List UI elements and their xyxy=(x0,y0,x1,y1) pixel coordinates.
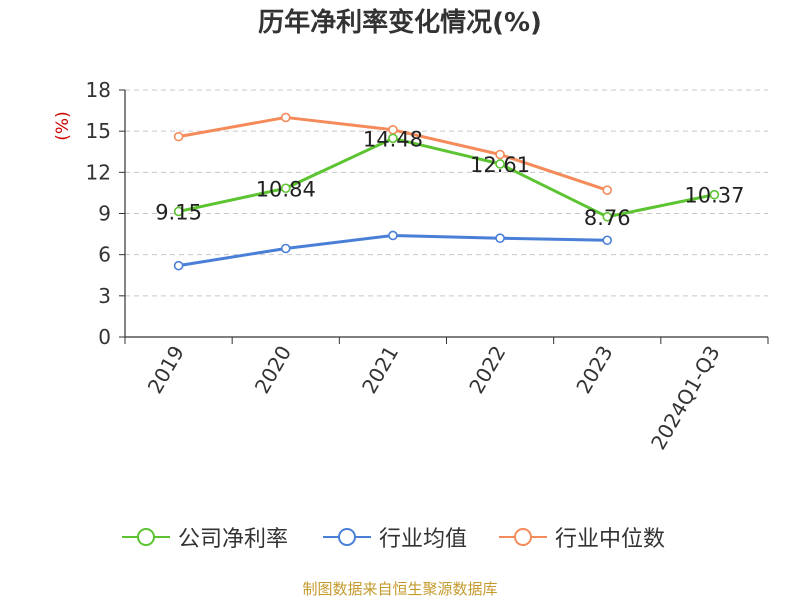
data-point xyxy=(602,185,613,195)
data-point xyxy=(602,211,613,222)
legend-label: 公司净利率 xyxy=(178,527,289,552)
data-labels: 9.15 10.84 14.48 12.61 8.76 10.37 xyxy=(155,127,744,229)
legend-label: 行业均值 xyxy=(379,527,468,552)
data-point xyxy=(173,260,184,271)
data-label: 10.37 xyxy=(684,184,744,208)
data-point xyxy=(280,243,291,254)
data-point xyxy=(280,183,291,194)
legend-item-industry-average[interactable]: 行业均值 xyxy=(323,519,467,555)
data-label: 8.76 xyxy=(584,206,631,230)
legend-item-industry-median[interactable]: 行业中位数 xyxy=(499,519,665,555)
series-layer xyxy=(173,112,720,271)
data-point xyxy=(388,230,398,241)
y-tick-label: 0 xyxy=(98,325,111,349)
data-point xyxy=(709,189,720,200)
legend-line-marker-icon xyxy=(122,528,170,546)
data-label: 12.61 xyxy=(470,153,530,177)
y-tick-label: 12 xyxy=(86,160,111,184)
legend-line-marker-icon xyxy=(323,528,371,546)
data-point xyxy=(173,206,184,217)
x-tick-label: 2022 xyxy=(464,342,510,398)
x-tick-label: 2024Q1-Q3 xyxy=(646,342,725,454)
legend: 公司净利率 行业均值 行业中位数 xyxy=(0,519,800,555)
data-point xyxy=(495,233,505,243)
data-point xyxy=(388,133,398,144)
y-tick-label: 9 xyxy=(98,202,111,226)
data-point xyxy=(602,235,613,246)
data-point xyxy=(173,131,184,142)
x-tick-label: 2019 xyxy=(143,342,189,398)
data-point xyxy=(280,112,291,123)
data-label: 10.84 xyxy=(256,177,316,201)
legend-item-company-net-margin[interactable]: 公司净利率 xyxy=(122,519,288,555)
y-tick-label: 15 xyxy=(86,119,111,143)
chart-title: 历年净利率变化情况(%) xyxy=(258,8,542,38)
data-label: 9.15 xyxy=(155,200,202,224)
y-axis-label: (%) xyxy=(53,111,73,140)
y-tick-label: 18 xyxy=(86,78,111,102)
data-point xyxy=(495,159,505,169)
source-note: 制图数据来自恒生聚源数据库 xyxy=(302,580,498,598)
x-tick-label: 2021 xyxy=(357,342,403,398)
legend-label: 行业中位数 xyxy=(555,527,666,552)
series-line-0 xyxy=(178,136,715,219)
legend-line-marker-icon xyxy=(499,528,547,546)
x-tick-label: 2023 xyxy=(571,342,617,398)
data-label: 14.48 xyxy=(363,127,423,151)
y-tick-label: 6 xyxy=(98,243,111,267)
y-tick-label: 3 xyxy=(98,284,111,308)
data-point xyxy=(495,149,505,160)
x-tick-label: 2020 xyxy=(250,342,296,398)
grid-lines xyxy=(125,89,768,297)
